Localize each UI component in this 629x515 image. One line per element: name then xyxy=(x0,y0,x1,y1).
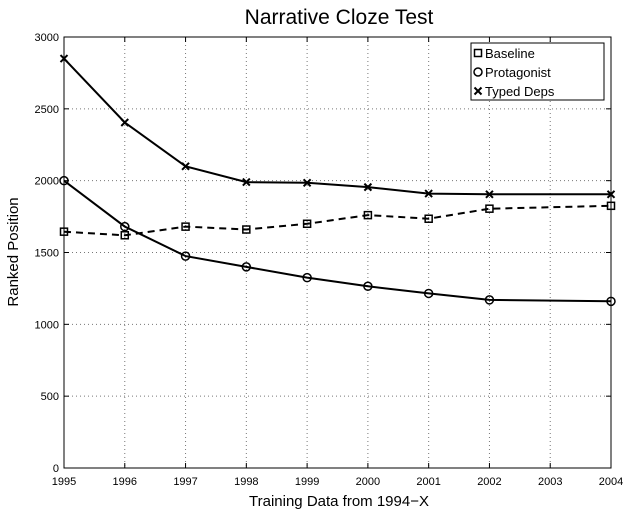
data-point-baseline xyxy=(59,227,69,236)
data-point-protagonist xyxy=(241,262,252,272)
data-point-protagonist xyxy=(59,175,69,186)
data-point-baseline xyxy=(606,201,616,211)
legend-marker-baseline xyxy=(473,48,483,58)
legend-label-baseline: Baseline xyxy=(485,46,535,61)
data-point-baseline xyxy=(302,219,312,229)
data-point-protagonist xyxy=(606,296,616,307)
data-point-baseline xyxy=(363,210,373,220)
y-tick-label: 500 xyxy=(41,391,59,403)
y-tick-label: 0 xyxy=(53,463,59,475)
axis-ticks: 1995 1996 1997 1998 1999 2000 2001 2002 2003 2004… xyxy=(35,32,624,488)
data-point-typed-deps xyxy=(242,177,251,187)
data-point-typed-deps xyxy=(181,162,190,171)
x-tick-label: 1998 xyxy=(234,476,258,488)
data-point-typed-deps xyxy=(606,190,616,199)
x-tick-label: 1995 xyxy=(52,476,76,488)
x-tick-label: 2000 xyxy=(356,476,380,488)
y-tick-label: 1000 xyxy=(35,319,59,331)
y-axis-title: Ranked Position xyxy=(5,197,22,306)
data-point-protagonist xyxy=(302,272,312,283)
data-point-protagonist xyxy=(180,251,191,261)
data-point-baseline xyxy=(424,214,433,223)
data-point-typed-deps xyxy=(302,178,312,188)
series-layer xyxy=(59,54,616,307)
series-baseline xyxy=(59,201,616,240)
data-point-protagonist xyxy=(484,295,495,305)
chart-title: Narrative Cloze Test xyxy=(245,6,434,29)
data-point-typed-deps xyxy=(59,54,69,63)
data-point-protagonist xyxy=(363,281,373,292)
data-point-baseline xyxy=(485,204,494,213)
data-point-typed-deps xyxy=(485,190,494,199)
x-tick-label: 1996 xyxy=(113,476,137,488)
y-tick-label: 2500 xyxy=(35,104,59,116)
x-tick-label: 1999 xyxy=(295,476,319,488)
data-point-typed-deps xyxy=(120,118,129,127)
y-tick-label: 1500 xyxy=(35,248,59,260)
x-tick-label: 2003 xyxy=(538,476,562,488)
legend-label-protagonist: Protagonist xyxy=(485,65,551,80)
legend-label-typed-deps: Typed Deps xyxy=(485,84,555,99)
legend-box xyxy=(470,42,605,101)
legend-marker-protagonist xyxy=(473,67,483,77)
x-tick-label: 2002 xyxy=(477,476,501,488)
y-tick-label: 2000 xyxy=(35,176,59,188)
x-tick-label: 2001 xyxy=(416,476,440,488)
data-point-baseline xyxy=(120,231,130,240)
data-point-baseline xyxy=(181,222,190,231)
series-line-baseline xyxy=(63,204,612,237)
data-point-baseline xyxy=(242,225,251,234)
data-point-typed-deps xyxy=(363,182,373,192)
x-tick-label: 1997 xyxy=(173,476,197,488)
y-tick-label: 3000 xyxy=(35,32,59,44)
series-typed-deps xyxy=(59,54,616,199)
legend-marker-typed-deps xyxy=(473,86,483,96)
series-protagonist xyxy=(59,175,616,307)
data-point-protagonist xyxy=(120,221,130,232)
data-point-protagonist xyxy=(423,288,434,299)
gridlines xyxy=(64,37,611,468)
x-axis-title: Training Data from 1994−X xyxy=(249,493,429,510)
x-tick-label: 2004 xyxy=(599,476,623,488)
legend: Baseline Protagonist Typed Deps xyxy=(470,42,605,101)
series-line-protagonist xyxy=(63,179,612,303)
data-point-typed-deps xyxy=(424,189,433,198)
